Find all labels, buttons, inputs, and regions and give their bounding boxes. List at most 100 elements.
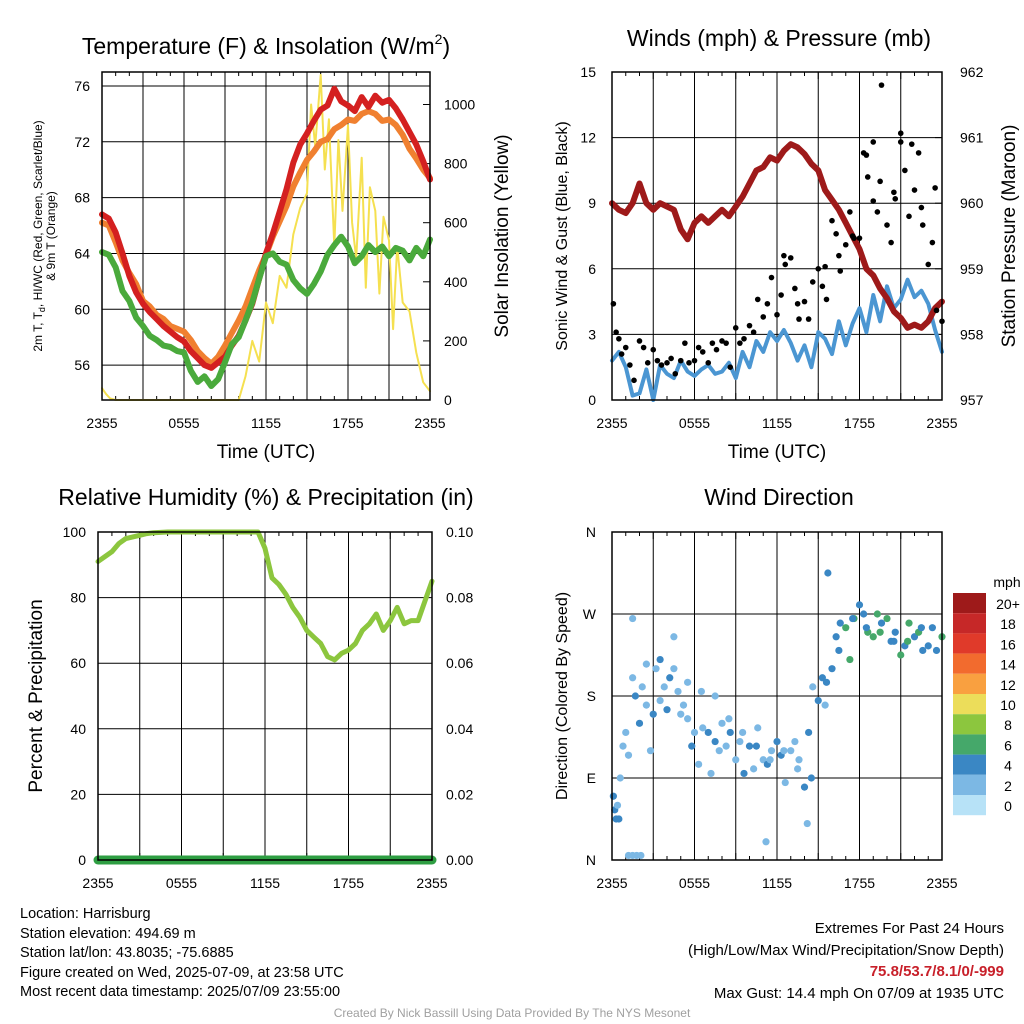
gust-point [691, 357, 698, 364]
gust-point [741, 335, 747, 342]
direction-point [905, 619, 913, 627]
direction-point [787, 747, 795, 755]
direction-point [821, 701, 829, 709]
station-latlon: Station lat/lon: 43.8035; -75.6885 [20, 945, 234, 961]
legend-label: 6 [1004, 737, 1012, 753]
legend-swatch [953, 754, 986, 775]
y-tick-label: S [587, 688, 596, 704]
direction-point [690, 728, 699, 737]
gust-point [723, 340, 729, 346]
direction-point [766, 756, 774, 764]
gust-point [682, 340, 688, 346]
credit-line: Created By Nick Bassill Using Data Provi… [333, 1006, 691, 1020]
title-part: ) [442, 33, 450, 59]
gust-point [727, 364, 734, 371]
station-info: Location: Harrisburg Station elevation: … [20, 905, 344, 1003]
direction-point [781, 778, 789, 787]
x-tick-label: 2355 [414, 415, 445, 431]
direction-point [928, 624, 936, 632]
gust-point [732, 325, 739, 331]
gust-point [796, 316, 802, 322]
direction-point [910, 633, 919, 641]
x-tick-label: 1155 [250, 875, 280, 891]
direction-point [891, 628, 899, 636]
y2-tick-label: 1000 [444, 97, 475, 113]
legend-label: 18 [1000, 616, 1016, 632]
legend-swatch [953, 613, 986, 634]
gust-point [929, 239, 936, 246]
legend-swatch [953, 694, 986, 715]
direction-point [666, 674, 674, 682]
title-part: Temperature (F) & Insolation (W/m [82, 33, 435, 59]
gust-point [801, 298, 808, 305]
direction-point [726, 728, 734, 737]
gust-point [833, 231, 839, 237]
direction-point [704, 728, 712, 737]
direction-point [638, 683, 646, 691]
direction-point [745, 742, 754, 750]
wind-line [610, 277, 944, 402]
direction-point [725, 715, 733, 723]
direction-point [807, 774, 815, 782]
direction-point [794, 765, 802, 773]
y-tick-label: 15 [580, 64, 596, 80]
gust-point [677, 357, 684, 364]
gust-point [884, 222, 890, 228]
direction-point [917, 624, 925, 632]
gust-point [878, 82, 885, 88]
direction-point [855, 601, 864, 609]
gust-point [782, 261, 789, 268]
direction-point [904, 637, 912, 645]
direction-point [750, 765, 758, 773]
x-tick-label: 1155 [762, 875, 792, 891]
legend-swatch [953, 734, 986, 755]
chart-title: Wind Direction [704, 484, 854, 510]
legend-swatch [953, 714, 986, 735]
direction-point [873, 610, 881, 618]
y-tick-label: 72 [74, 134, 90, 150]
direction-point [646, 747, 655, 755]
y2-tick-label: 0.10 [446, 524, 473, 540]
gust-point [654, 357, 661, 364]
y-tick-label: 20 [70, 786, 86, 802]
gust-point [644, 360, 651, 366]
direction-point [722, 742, 730, 750]
y-tick-label: 0 [78, 852, 86, 868]
direction-point [877, 619, 886, 627]
series-line [99, 233, 433, 389]
direction-point [629, 614, 637, 623]
direction-point [616, 774, 624, 782]
winds-pressure-panel: 0 3 6 9 12 15 957 958 959 960 961 962 2355 0555 1155 17… [554, 25, 1020, 463]
y-tick-label: N [586, 524, 596, 540]
direction-point [711, 692, 719, 700]
gust-point [906, 213, 912, 220]
direction-point [670, 665, 678, 673]
gust-point [819, 283, 826, 290]
y-tick-label: 68 [74, 190, 90, 206]
recent-timestamp: Most recent data timestamp: 2025/07/09 2… [20, 984, 341, 1000]
x-tick-label: 1755 [333, 875, 364, 891]
y2-tick-label: 957 [960, 392, 984, 408]
direction-point [679, 701, 688, 709]
legend-label: 16 [1000, 636, 1016, 652]
direction-point [932, 646, 941, 655]
label-part: & 9m T (Orange) [44, 191, 58, 281]
x-tick-label: 0555 [679, 875, 710, 891]
direction-point [780, 747, 788, 755]
y-axis-label: Sonic Wind & Gust (Blue, Black) [554, 121, 571, 350]
gust-point [870, 198, 877, 204]
direction-point [656, 655, 664, 664]
station-location: Location: Harrisburg [20, 906, 151, 922]
legend-swatch [953, 673, 986, 694]
chart-title: Relative Humidity (%) & Precipitation (i… [58, 484, 473, 510]
direction-point [828, 665, 836, 673]
direction-point [656, 696, 664, 705]
gust-point [805, 316, 812, 322]
gust-point [616, 335, 622, 342]
gust-point [932, 185, 938, 191]
x-tick-label: 1155 [762, 415, 792, 431]
gust-point [746, 322, 753, 329]
gust-point [787, 255, 794, 261]
title-sup: 2 [435, 31, 443, 47]
direction-point [860, 610, 868, 618]
